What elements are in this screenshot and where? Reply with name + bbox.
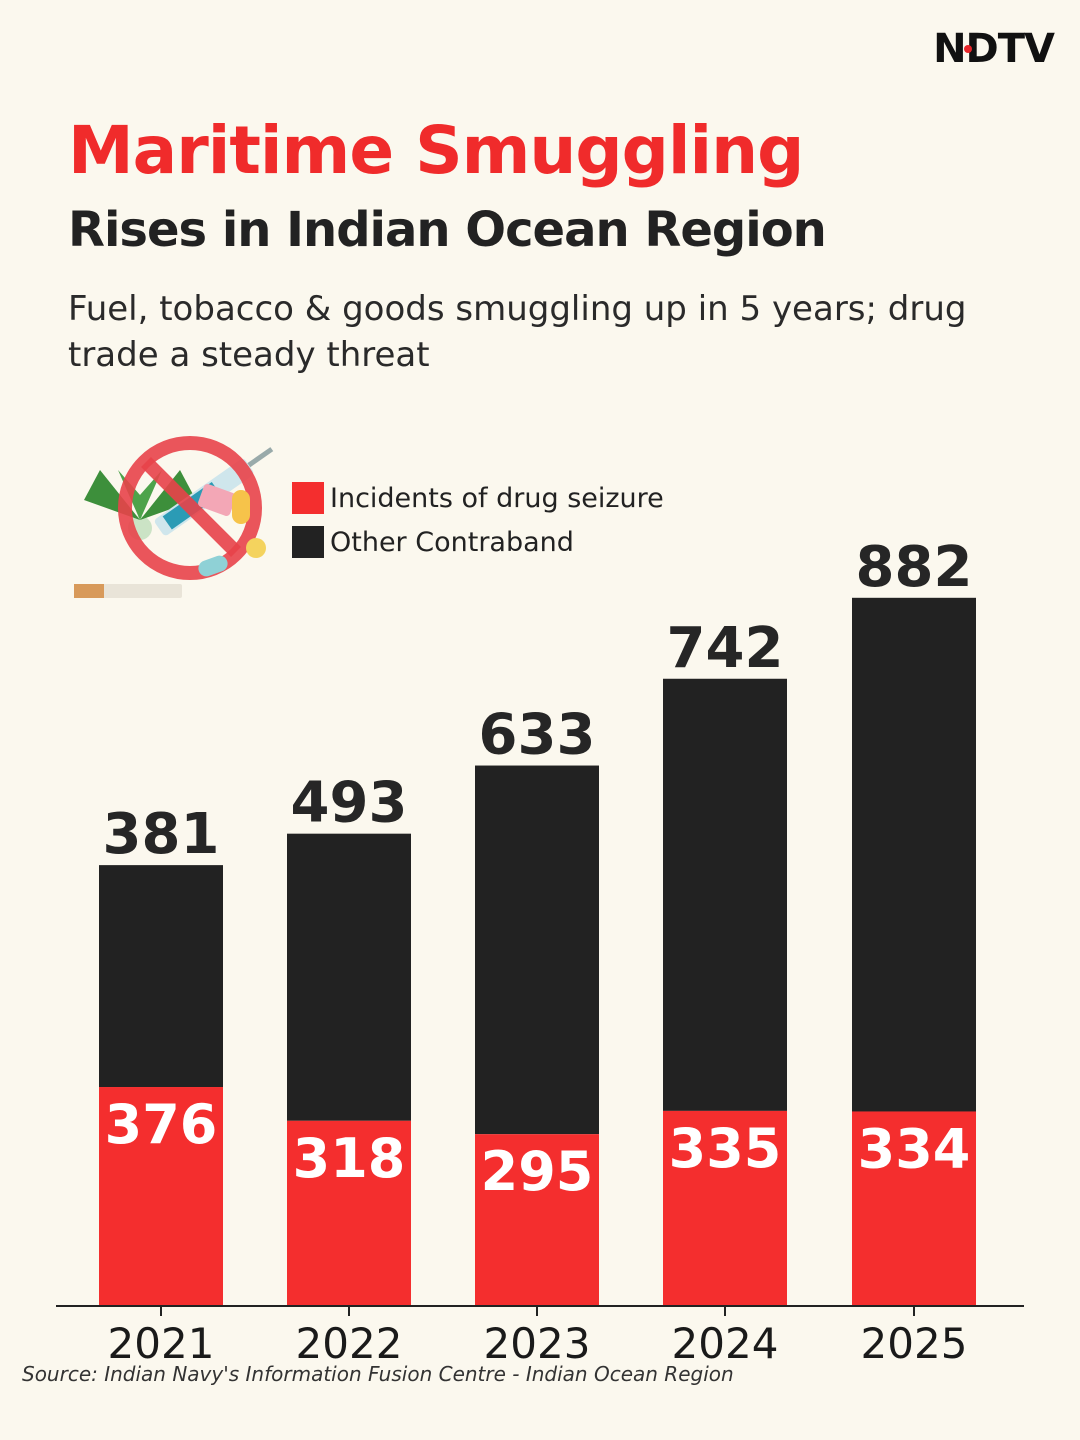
bar-drug-seizure-2025 [852,1111,976,1306]
label-drug-seizure-2022: 318 [293,1127,406,1190]
x-tick-label-2023: 2023 [484,1319,591,1368]
label-drug-seizure-2024: 335 [669,1117,782,1180]
title-line-2: Rises in Indian Ocean Region [68,202,827,258]
logo-text: NDTV [933,26,1055,72]
x-tick-label-2025: 2025 [861,1319,968,1368]
x-tick-label-2022: 2022 [296,1319,403,1368]
label-drug-seizure-2025: 334 [858,1117,971,1180]
bar-drug-seizure-2021 [99,1087,223,1306]
title-line-1: Maritime Smuggling [68,112,804,189]
bar-other-contraband-2025 [852,597,976,1112]
bar-other-contraband-2021 [99,865,223,1088]
label-other-contraband-2025: 882 [856,535,973,600]
label-other-contraband-2024: 742 [667,616,784,681]
x-tick-label-2024: 2024 [672,1319,779,1368]
legend: Incidents of drug seizure Other Contraba… [292,482,664,558]
source-note: Source: Indian Navy's Information Fusion… [22,1362,734,1386]
bars-group: 381 376 2021 493 318 2022 633 295 2023 742 335 2024… [99,535,976,1368]
bar-other-contraband-2022 [287,833,411,1121]
legend-label-drug-seizure: Incidents of drug seizure [330,483,664,514]
logo-dot [964,45,973,53]
bar-other-contraband-2023 [475,765,599,1135]
bar-drug-seizure-2022 [287,1120,411,1306]
bar-other-contraband-2024 [663,678,787,1111]
bar-drug-seizure-2024 [663,1110,787,1306]
label-other-contraband-2023: 633 [479,703,596,768]
label-drug-seizure-2021: 376 [105,1093,218,1156]
legend-label-other-contraband: Other Contraband [330,527,574,558]
label-other-contraband-2022: 493 [291,771,408,836]
subtitle: Fuel, tobacco & goods smuggling up in 5 … [68,289,967,375]
legend-swatch-drug-seizure [292,482,324,514]
label-other-contraband-2021: 381 [103,802,220,867]
no-drugs-icon [74,436,274,598]
ndtv-logo: NDTV [933,26,1055,72]
x-tick-label-2021: 2021 [108,1319,215,1368]
legend-swatch-other-contraband [292,526,324,558]
bar-drug-seizure-2023 [475,1134,599,1306]
label-drug-seizure-2023: 295 [481,1140,594,1203]
